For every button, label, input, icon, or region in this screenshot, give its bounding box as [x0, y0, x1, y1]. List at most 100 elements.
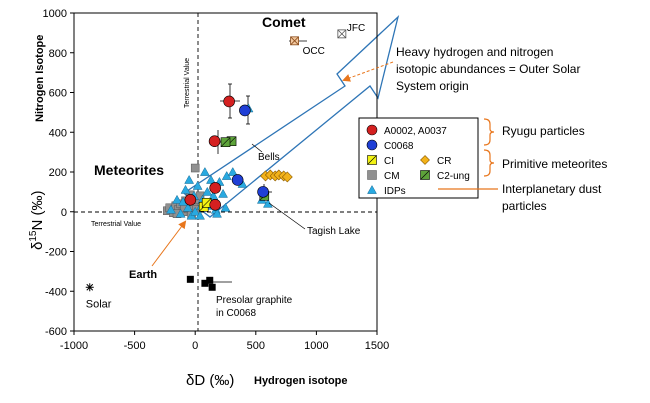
bells-leader [251, 143, 263, 153]
x-axis-symbol: δD (‰) [186, 372, 234, 389]
tagish-lake-label: Tagish Lake [307, 226, 361, 237]
presolar-label-1: Presolar graphite [216, 295, 293, 306]
heavy-label-1: Heavy hydrogen and nitrogen [396, 45, 553, 59]
data-point [180, 184, 191, 194]
x-axis-ticks: -1000 -500 0 500 1000 1500 [60, 331, 389, 352]
idp-group-label-1: Interplanetary dust [502, 182, 602, 196]
legend-marker [367, 155, 377, 165]
data-point [227, 166, 238, 176]
heavy-label-2: isotopic abundances = Outer Solar [396, 62, 580, 76]
primitive-group-label: Primitive meteorites [502, 157, 607, 171]
occ-label: OCC [303, 46, 325, 57]
ryugu-brace [483, 118, 495, 146]
data-point [183, 202, 193, 212]
terrestrial-horizontal-label: Terrestrial Value [91, 221, 141, 228]
data-point [220, 202, 231, 212]
presolar-graphite-point [201, 279, 209, 287]
legend-marker [366, 124, 378, 136]
y-tick-label: 1000 [43, 8, 67, 20]
x-tick-label: 0 [192, 340, 198, 352]
solar-label: Solar [86, 298, 112, 310]
legend-label: CM [384, 171, 400, 182]
y-tick-label: -200 [45, 247, 67, 259]
x-tick-label: 500 [247, 340, 265, 352]
legend-label: IDPs [384, 186, 406, 197]
y-axis-symbol: δ15N (‰) [28, 191, 46, 250]
jfc-point [337, 29, 347, 39]
y-tick-label: 200 [49, 167, 67, 179]
earth-leader [151, 220, 187, 267]
data-point [206, 174, 216, 184]
y-tick-label: 0 [61, 207, 67, 219]
data-point [199, 166, 210, 176]
solar-point [85, 283, 94, 292]
comet-label: Comet [262, 14, 306, 30]
data-point [257, 186, 269, 198]
data-point [262, 198, 273, 208]
bells-label: Bells [258, 152, 280, 163]
data-point [223, 95, 235, 108]
primitive-brace [483, 149, 495, 177]
x-tick-label: 1000 [304, 340, 328, 352]
legend-marker [420, 155, 430, 165]
presolar-graphite-point [186, 275, 194, 283]
data-point [195, 210, 205, 220]
presolar-graphite-point [208, 283, 216, 291]
y-tick-label: 800 [49, 48, 67, 60]
terrestrial-vertical-label: Terrestrial Value [184, 58, 191, 108]
x-tick-label: 1500 [365, 340, 389, 352]
x-tick-label: -500 [124, 340, 146, 352]
special-points: OCC JFC Solar [85, 23, 365, 310]
data-point [172, 194, 182, 204]
legend-label: C0068 [384, 141, 414, 152]
y-tick-label: -400 [45, 286, 67, 298]
legend-box [358, 117, 479, 199]
data-point [192, 180, 203, 190]
data-point [190, 163, 200, 173]
data-point [231, 174, 244, 186]
presolar-graphite-point [206, 276, 214, 284]
data-point [218, 188, 229, 198]
occ-point [290, 36, 299, 46]
data-point [166, 204, 176, 214]
data-point [202, 186, 213, 196]
legend-marker [367, 170, 377, 180]
legend-label: C2-ung [437, 171, 470, 182]
data-point [208, 135, 221, 147]
idp-group-label-2: particles [502, 199, 547, 213]
tagish-leader [268, 202, 306, 230]
presolar-label-2: in C0068 [216, 308, 256, 319]
y-axis-title: Nitrogen Isotope [34, 35, 46, 122]
x-tick-label: -1000 [60, 340, 88, 352]
legend: A0002, A0037 C0068 CI CR CM C2-ung IDPs [366, 124, 470, 197]
legend-marker [420, 170, 430, 180]
heavy-label-3: System origin [396, 79, 469, 93]
data-point [209, 198, 221, 211]
legend-label: A0002, A0037 [384, 126, 447, 137]
data-points [163, 95, 293, 291]
y-tick-label: -600 [45, 326, 67, 338]
heavy-leader [342, 61, 394, 82]
y-axis-ticks: -600 -400 -200 0 200 400 600 800 1000 [43, 8, 74, 338]
earth-label: Earth [129, 269, 157, 281]
legend-label: CR [437, 156, 451, 167]
x-axis-title: Hydrogen isotope [254, 375, 348, 387]
data-point [281, 171, 293, 183]
legend-marker [366, 139, 378, 151]
y-tick-label: 600 [49, 88, 67, 100]
y-tick-label: 400 [49, 127, 67, 139]
legend-marker [367, 184, 377, 194]
data-point [239, 104, 251, 117]
data-point [190, 206, 201, 216]
meteorites-label: Meteorites [94, 162, 164, 178]
data-point [184, 174, 195, 184]
jfc-label: JFC [347, 23, 365, 34]
data-point [209, 182, 221, 194]
ryugu-group-label: Ryugu particles [502, 124, 585, 138]
data-point [184, 194, 197, 206]
data-point [175, 208, 186, 218]
data-point [220, 137, 231, 147]
legend-label: CI [384, 156, 394, 167]
data-point [212, 208, 222, 218]
